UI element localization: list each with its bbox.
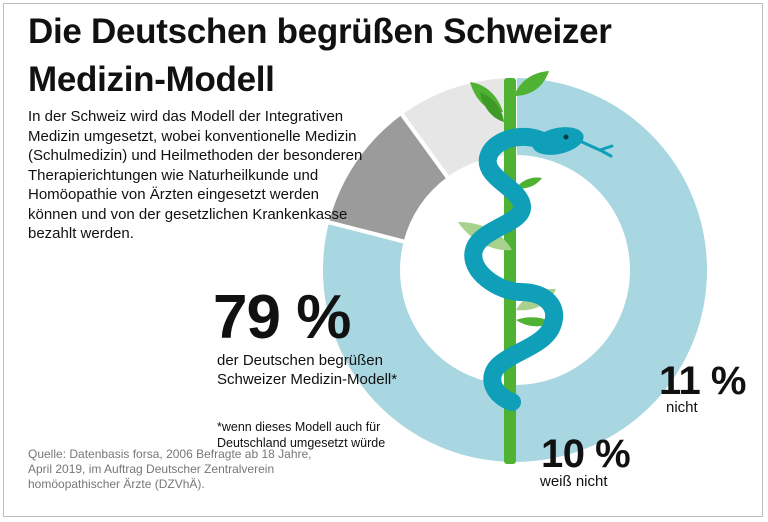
intro-text: In der Schweiz wird das Modell der Integ… [28,108,363,242]
slice-category-label: weiß nicht [540,473,608,490]
page-title: Die Deutschen begrüßen Schweizer Medizin… [28,12,612,99]
slice-category-label: der Deutschen begrüßen Schweizer Medizin… [217,352,398,388]
aesculapian-staff-icon [458,71,614,464]
slice-value-label: 11 % [659,359,746,403]
chart-footnote: *wenn dieses Modell auch für Deutschland… [217,420,386,450]
slice-value-label: 10 % [541,432,631,476]
border-frame [3,3,763,517]
slice-category-label: nicht [666,399,698,416]
source-note: Quelle: Datenbasis forsa, 2006 Befragte … [28,447,312,491]
pie-slice [319,73,711,466]
slice-value-label: 79 % [213,283,351,352]
